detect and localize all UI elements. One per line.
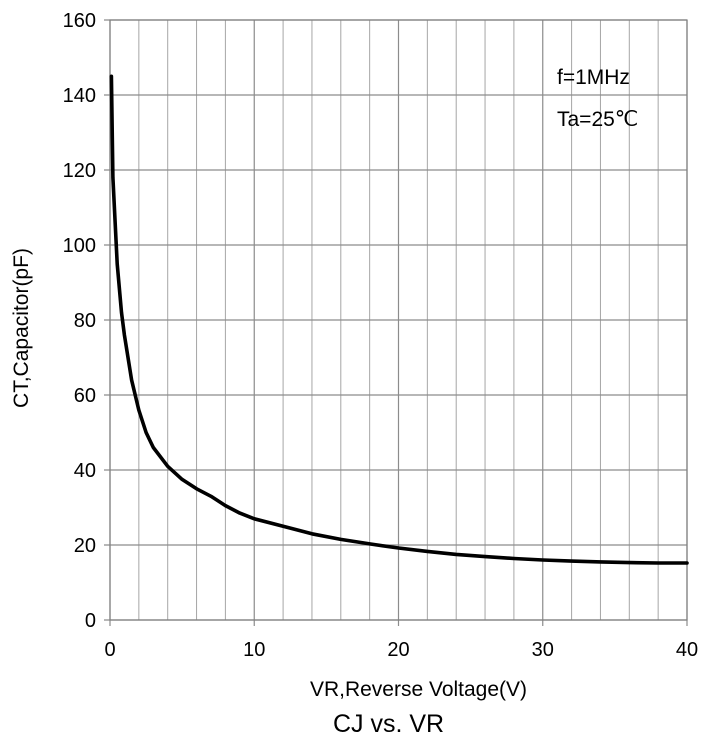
x-tick-label: 30 [532, 639, 554, 661]
series-layer [109, 74, 689, 565]
x-tick-label: 20 [387, 639, 409, 661]
y-tick-label: 140 [63, 85, 96, 107]
x-tick-label: 40 [676, 639, 698, 661]
annotation-temperature: Ta=25℃ [557, 108, 638, 131]
y-tick-label: 80 [74, 310, 96, 332]
y-tick-label: 0 [85, 610, 96, 632]
plot-frame [109, 19, 688, 621]
y-tick-label: 100 [63, 235, 96, 257]
x-tick-label: 10 [243, 639, 265, 661]
y-tick-label: 60 [74, 385, 96, 407]
chart-caption: CJ vs. VR [333, 710, 444, 738]
y-tick-label: 40 [74, 460, 96, 482]
x-tick-labels: 0 10 20 30 40 [104, 639, 698, 661]
y-axis-label: CT,Capacitor(pF) [10, 248, 33, 408]
x-tick-label: 0 [104, 639, 115, 661]
y-tick-label: 160 [63, 10, 96, 32]
annotation-frequency: f=1MHz [557, 66, 630, 89]
y-tick-label: 120 [63, 160, 96, 182]
series-line [109, 74, 689, 565]
x-axis-label: VR,Reverse Voltage(V) [310, 678, 527, 701]
y-tick-label: 20 [74, 535, 96, 557]
y-tick-labels: 0 20 40 60 80 100 120 140 160 [63, 10, 96, 632]
